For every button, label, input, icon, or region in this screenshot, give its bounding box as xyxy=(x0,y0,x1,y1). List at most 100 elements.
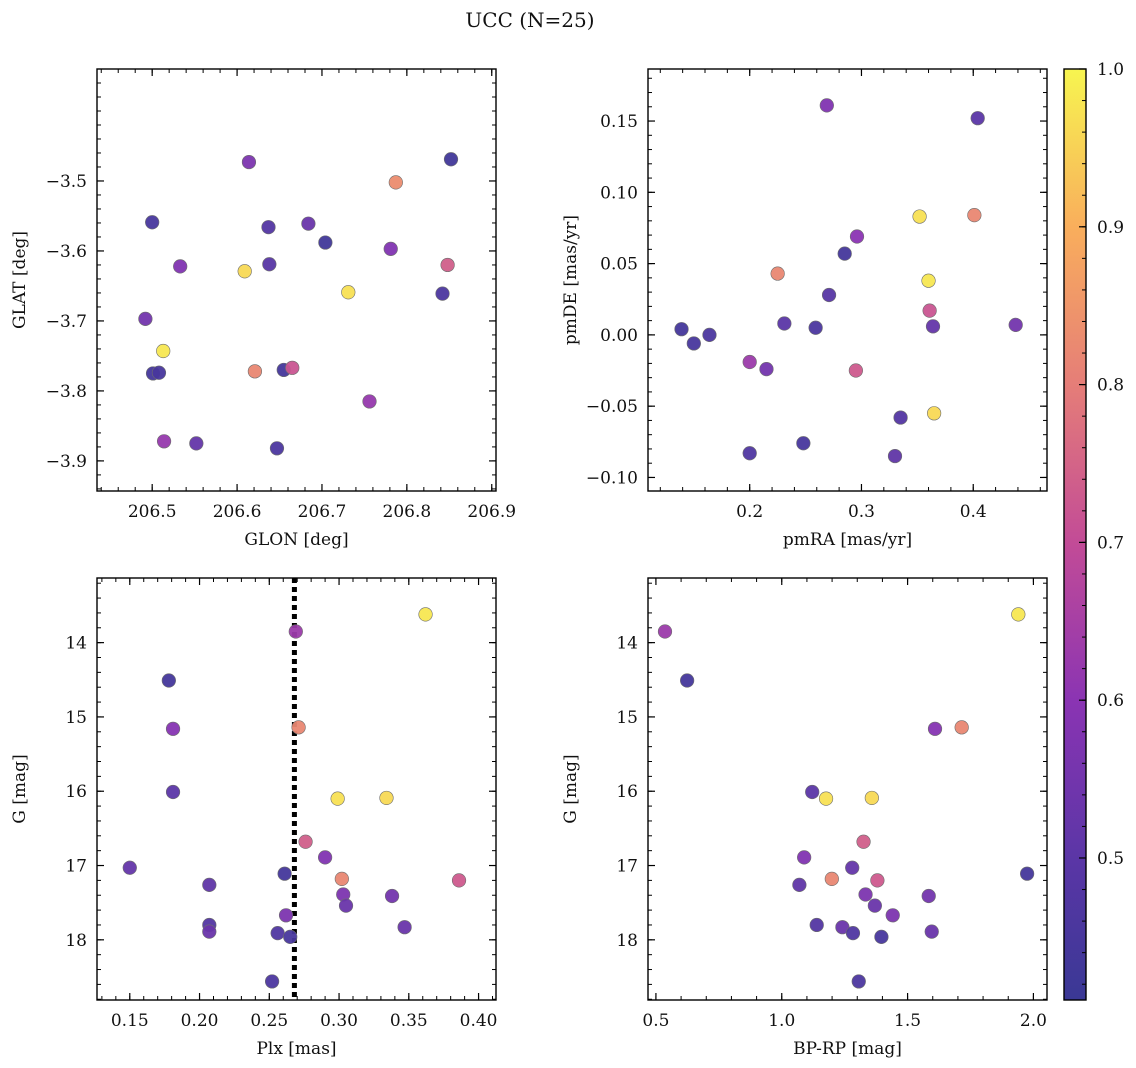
x-tick-label: 0.4 xyxy=(960,502,987,522)
scatter-point xyxy=(967,208,982,223)
scatter-point xyxy=(122,860,137,875)
x-tick-label: 2.0 xyxy=(1020,1011,1047,1031)
scatter-point xyxy=(341,285,356,300)
y-axis-label: G [mag] xyxy=(10,754,30,823)
y-tick-label: 0.10 xyxy=(600,183,638,203)
y-tick-label: −3.7 xyxy=(46,312,87,332)
scatter-point xyxy=(887,448,903,464)
scatter-point xyxy=(1008,317,1023,333)
x-tick-label: 0.40 xyxy=(460,1011,498,1031)
scatter-point xyxy=(864,790,879,806)
scatter-point xyxy=(858,887,873,902)
y-axis-label: pmDE [mas/yr] xyxy=(561,215,581,345)
x-axis-label: GLON [deg] xyxy=(244,530,348,550)
scatter-point xyxy=(845,926,861,941)
scatter-point xyxy=(165,784,181,800)
scatter-point xyxy=(261,220,276,235)
scatter-point xyxy=(435,286,450,301)
scatter-point xyxy=(384,888,400,904)
scatter-point xyxy=(870,873,885,888)
scatter-point xyxy=(885,908,900,923)
scatter-point xyxy=(686,336,701,351)
scatter-point xyxy=(151,365,167,380)
figure-title: UCC (N=25) xyxy=(465,8,594,32)
scatter-point xyxy=(338,898,354,913)
scatter-point xyxy=(451,873,467,888)
panel-4: 0.5 1.0 1.5 2.0 14 15 16 17 18 BP-RP [mag] G [mag] xyxy=(561,577,1048,1059)
scatter-point xyxy=(145,215,160,230)
scatter-point xyxy=(792,877,807,892)
y-tick-label: −0.10 xyxy=(586,468,638,488)
y-tick-label: 17 xyxy=(65,857,87,877)
scatter-point xyxy=(443,152,459,167)
colorbar-tick-label: 0.8 xyxy=(1097,376,1124,396)
scatter-point xyxy=(283,929,298,944)
scatter-point xyxy=(856,834,871,849)
x-tick-label: 206.5 xyxy=(128,502,177,522)
scatter-point xyxy=(362,394,377,409)
y-tick-label: 18 xyxy=(65,931,87,951)
scatter-point xyxy=(1011,607,1026,622)
y-tick-label: 17 xyxy=(616,857,638,877)
colorbar: 0.5 0.6 0.7 0.8 0.9 1.0 xyxy=(1063,60,1124,1001)
scatter-point xyxy=(954,720,969,735)
scatter-point xyxy=(777,316,792,331)
scatter-point xyxy=(262,257,277,272)
scatter-point xyxy=(278,908,294,923)
scatter-point xyxy=(277,866,292,881)
scatter-point xyxy=(301,216,316,231)
panel-1: 206.5 206.6 206.7 206.8 206.9 −3.5 −3.6 −3.7 −3.… xyxy=(10,68,516,550)
scatter-point xyxy=(797,850,812,865)
scatter-point xyxy=(156,434,172,449)
scatter-point xyxy=(821,287,837,303)
scatter-point xyxy=(202,877,217,892)
scatter-point xyxy=(819,98,834,113)
scatter-point xyxy=(848,363,863,378)
scatter-point xyxy=(379,790,394,806)
scatter-point xyxy=(851,974,866,989)
x-tick-label: 0.20 xyxy=(181,1011,219,1031)
x-tick-label: 0.30 xyxy=(320,1011,358,1031)
x-tick-label: 0.5 xyxy=(642,1011,669,1031)
scatter-point xyxy=(824,871,839,886)
scatter-point xyxy=(440,257,455,273)
scatter-point xyxy=(922,303,937,318)
axes-frame xyxy=(96,577,497,1001)
y-tick-label: −3.8 xyxy=(46,382,87,402)
x-axis-label: BP-RP [mag] xyxy=(793,1039,902,1059)
y-tick-label: −3.6 xyxy=(46,242,87,262)
scatter-point xyxy=(1020,866,1035,881)
scatter-point xyxy=(845,860,860,875)
y-tick-label: 0.00 xyxy=(600,326,638,346)
colorbar-tick-label: 0.9 xyxy=(1097,218,1124,238)
scatter-point xyxy=(298,834,313,849)
x-tick-label: 0.25 xyxy=(250,1011,288,1031)
x-tick-label: 0.2 xyxy=(736,502,763,522)
scatter-point xyxy=(288,624,303,639)
scatter-point xyxy=(921,888,936,904)
scatter-point xyxy=(912,209,927,224)
scatter-point xyxy=(770,266,785,281)
scatter-point xyxy=(397,920,412,935)
scatter-point xyxy=(809,917,824,933)
x-tick-label: 206.6 xyxy=(213,502,262,522)
scatter-point xyxy=(383,241,398,256)
axes-frame xyxy=(647,68,1048,492)
y-tick-label: 16 xyxy=(616,782,638,802)
y-tick-label: −0.05 xyxy=(586,397,638,417)
x-axis-label: pmRA [mas/yr] xyxy=(783,530,912,550)
scatter-point xyxy=(927,721,943,736)
colorbar-tick-label: 0.6 xyxy=(1097,691,1124,711)
scatter-point xyxy=(874,929,889,944)
scatter-point xyxy=(318,235,333,250)
scatter-point xyxy=(818,791,834,806)
scatter-point xyxy=(796,436,811,451)
scatter-point xyxy=(867,898,882,913)
x-tick-label: 1.5 xyxy=(894,1011,921,1031)
scatter-point xyxy=(849,229,865,244)
x-tick-label: 206.9 xyxy=(467,502,516,522)
x-tick-label: 0.3 xyxy=(848,502,875,522)
scatter-point xyxy=(702,327,717,342)
panel-2: 0.2 0.3 0.4 0.15 0.10 0.05 0.00 −0.05 −0.10 pmRA … xyxy=(561,68,1048,550)
